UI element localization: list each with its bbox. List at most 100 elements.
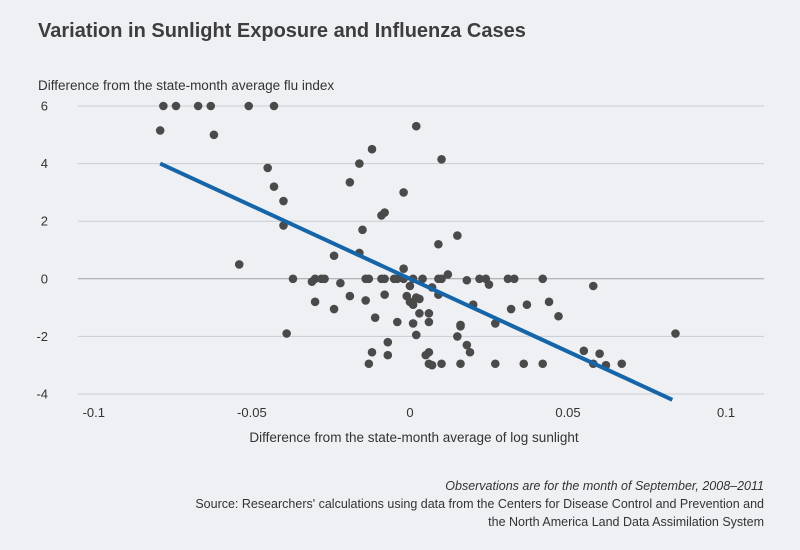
data-point [279, 196, 288, 206]
data-point [411, 121, 421, 131]
data-point [244, 101, 254, 111]
data-point [263, 163, 272, 173]
data-point [427, 360, 437, 370]
data-point [282, 329, 291, 338]
x-tick-label: 0 [406, 405, 413, 420]
data-point [453, 231, 462, 240]
y-tick-labels: -4 -2 0 2 4 6 [36, 99, 48, 402]
data-point [399, 188, 408, 197]
data-point [411, 330, 421, 340]
x-tick-label: -0.1 [83, 405, 105, 420]
y-tick-label: 2 [41, 214, 48, 229]
data-point [462, 340, 472, 350]
data-point [380, 290, 389, 299]
x-tick-label: 0.05 [555, 405, 580, 420]
data-point [380, 274, 389, 284]
data-point [475, 274, 484, 284]
data-point [336, 278, 345, 288]
data-point [320, 274, 329, 284]
data-point [617, 359, 627, 369]
data-point [361, 296, 370, 305]
data-point [234, 260, 244, 269]
x-tick-label: 0.1 [717, 405, 735, 420]
data-point [364, 274, 374, 284]
data-point [377, 211, 386, 220]
source-line-2: the North America Land Data Assimilation… [488, 515, 764, 529]
y-tick-label: -2 [36, 329, 48, 344]
data-point [392, 317, 402, 327]
data-point [522, 300, 532, 310]
data-point [453, 332, 462, 341]
data-point [490, 359, 500, 369]
data-point [345, 291, 355, 301]
data-point [443, 270, 453, 279]
data-point [399, 264, 408, 274]
grid-lines [78, 105, 764, 395]
data-point [538, 274, 548, 284]
observation-note: Observations are for the month of Septem… [445, 479, 764, 493]
data-point [392, 274, 402, 284]
data-point [484, 280, 494, 289]
data-point [405, 281, 415, 291]
data-point [462, 275, 472, 285]
data-point [358, 225, 367, 235]
y-tick-label: 0 [41, 271, 48, 286]
data-point [519, 359, 529, 369]
data-point [554, 311, 563, 321]
data-point [437, 359, 446, 369]
data-point [424, 317, 434, 327]
fit-line-layer [159, 161, 674, 402]
data-point [367, 144, 377, 154]
chart-footer: Observations are for the month of Septem… [195, 477, 764, 531]
data-point [434, 239, 443, 249]
y-tick-label: -4 [36, 387, 48, 402]
data-point [437, 154, 446, 164]
data-point [206, 101, 216, 111]
data-point [421, 350, 431, 360]
data-point [437, 274, 446, 284]
data-point [503, 274, 513, 284]
data-point [506, 304, 516, 314]
data-point [355, 159, 364, 168]
data-point [364, 359, 374, 369]
data-point [415, 294, 424, 304]
x-tick-labels: -0.1 -0.05 0 0.05 0.1 [83, 405, 736, 420]
data-point [538, 359, 548, 369]
data-point [367, 347, 377, 357]
data-point [383, 350, 393, 360]
data-point [509, 274, 519, 284]
data-point [456, 322, 465, 331]
data-point [345, 178, 355, 187]
data-point [408, 319, 418, 328]
chart-title: Variation in Sunlight Exposure and Influ… [38, 20, 526, 42]
y-tick-label: 6 [41, 99, 48, 114]
y-axis-label: Difference from the state-month average … [38, 78, 335, 93]
data-point [415, 309, 424, 318]
data-point [329, 251, 339, 261]
data-point [424, 309, 434, 318]
data-point [370, 313, 380, 322]
data-point [171, 101, 181, 111]
data-point [307, 277, 317, 286]
data-point [595, 349, 604, 358]
data-point [288, 274, 298, 284]
fit-line [159, 161, 674, 402]
data-point [383, 337, 393, 347]
data-point [418, 274, 427, 284]
data-point [159, 101, 168, 111]
data-point [269, 182, 279, 191]
data-point [329, 304, 339, 314]
x-tick-label: -0.05 [237, 405, 267, 420]
data-point [408, 300, 418, 310]
source-line-1: Source: Researchers' calculations using … [195, 497, 764, 511]
data-point [456, 359, 465, 369]
data-points [155, 101, 680, 370]
data-point [579, 346, 589, 356]
data-point [465, 347, 475, 357]
data-point [209, 130, 219, 140]
data-point [155, 126, 165, 135]
data-point [544, 297, 554, 307]
data-point [671, 329, 680, 338]
data-point [269, 101, 279, 111]
